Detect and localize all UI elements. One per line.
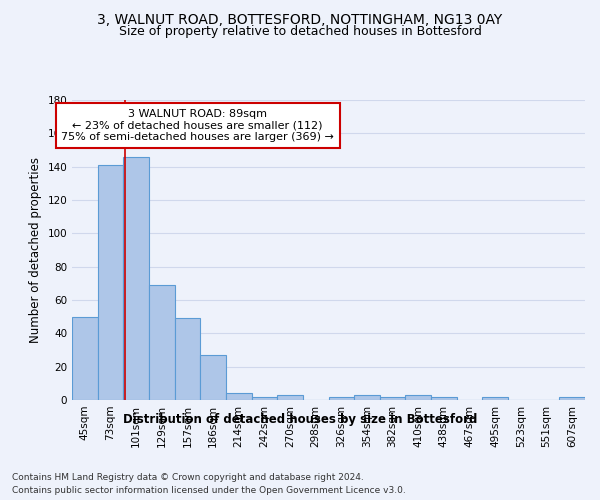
Bar (149, 285, 175, 400)
Y-axis label: Number of detached properties: Number of detached properties (29, 157, 42, 343)
Bar (98, 165, 124, 400)
Bar (200, 355, 226, 400)
Bar (431, 396, 457, 400)
Bar (124, 156, 149, 400)
Bar (406, 395, 431, 400)
Bar (482, 396, 508, 400)
Text: 3, WALNUT ROAD, BOTTESFORD, NOTTINGHAM, NG13 0AY: 3, WALNUT ROAD, BOTTESFORD, NOTTINGHAM, … (97, 12, 503, 26)
Text: Contains public sector information licensed under the Open Government Licence v3: Contains public sector information licen… (12, 486, 406, 495)
Bar (380, 396, 406, 400)
Text: Size of property relative to detached houses in Bottesford: Size of property relative to detached ho… (119, 25, 481, 38)
Bar (251, 396, 277, 400)
Bar (226, 394, 251, 400)
Bar (175, 318, 200, 400)
Bar (354, 395, 380, 400)
Bar (559, 396, 585, 400)
Text: Contains HM Land Registry data © Crown copyright and database right 2024.: Contains HM Land Registry data © Crown c… (12, 472, 364, 482)
Bar (277, 395, 303, 400)
Bar (72, 316, 98, 400)
Text: 3 WALNUT ROAD: 89sqm
← 23% of detached houses are smaller (112)
75% of semi-deta: 3 WALNUT ROAD: 89sqm ← 23% of detached h… (61, 109, 334, 142)
Text: Distribution of detached houses by size in Bottesford: Distribution of detached houses by size … (123, 412, 477, 426)
Bar (329, 396, 354, 400)
